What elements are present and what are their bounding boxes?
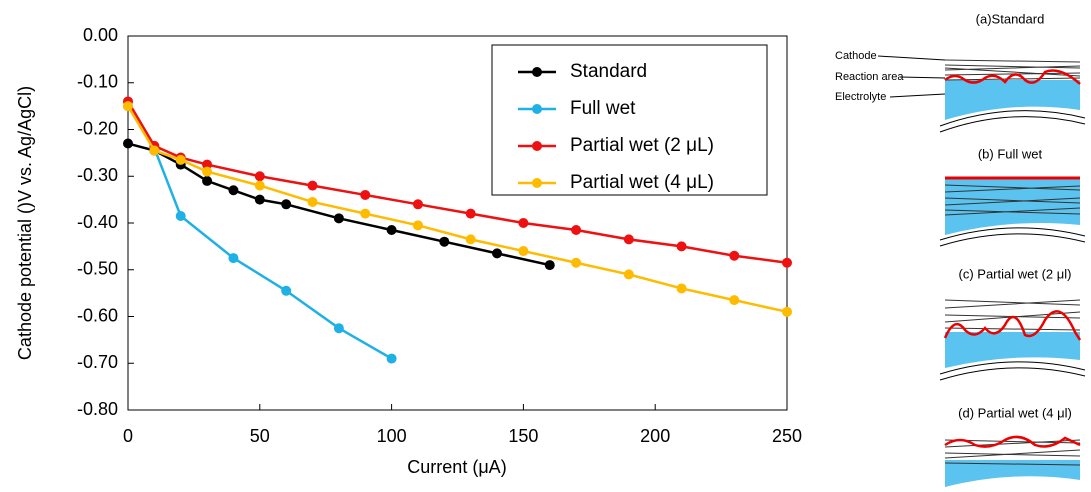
panel-title: (a)Standard (976, 11, 1045, 26)
y-tick-label: -0.20 (77, 118, 118, 138)
data-point (571, 257, 582, 268)
y-tick-label: -0.30 (77, 165, 118, 185)
data-point (333, 323, 344, 334)
y-tick-label: -0.10 (77, 72, 118, 92)
y-tick-label: -0.80 (77, 399, 118, 419)
panel-title: (d) Partial wet (4 μl) (958, 405, 1072, 420)
data-point (228, 253, 239, 264)
x-tick-label: 0 (123, 426, 133, 446)
data-point (202, 159, 213, 170)
series-line (126, 105, 393, 360)
data-point (123, 138, 133, 149)
data-point (729, 295, 740, 306)
panel-title: (c) Partial wet (2 μl) (959, 266, 1072, 281)
data-point (281, 285, 292, 296)
y-tick-label: -0.60 (77, 305, 118, 325)
x-tick-label: 150 (508, 426, 538, 446)
x-tick-label: 50 (250, 426, 270, 446)
diagrams: (a)Standard (b) Full wet (c) Partial wet… (835, 11, 1086, 487)
data-point (439, 236, 450, 247)
data-point (729, 250, 740, 261)
data-point (202, 166, 213, 177)
series-line (127, 142, 551, 267)
data-point (623, 269, 634, 280)
legend-label: Full wet (570, 98, 636, 119)
legend-marker (532, 67, 542, 77)
data-point (360, 208, 371, 219)
data-point (544, 260, 555, 271)
data-point (465, 234, 476, 245)
y-tick-label: -0.40 (77, 212, 118, 232)
x-axis-label: Current (μA) (407, 457, 506, 477)
data-point (360, 189, 371, 200)
data-point (307, 180, 318, 191)
panel-title: (b) Full wet (978, 146, 1043, 161)
x-tick-label: 200 (640, 426, 670, 446)
x-tick-label: 100 (377, 426, 407, 446)
data-point (307, 196, 318, 207)
data-point (412, 199, 423, 210)
data-point (782, 257, 792, 268)
legend-marker (532, 104, 542, 114)
legend-label: Standard (570, 61, 647, 82)
y-tick-label: -0.50 (77, 259, 118, 279)
data-point (123, 101, 133, 112)
legend-marker (532, 141, 542, 151)
data-point (202, 175, 213, 186)
legend-marker (532, 178, 542, 188)
data-point (782, 306, 792, 317)
legend-label: Partial wet (2 μL) (570, 135, 714, 156)
data-point (571, 225, 582, 236)
diagram-label: Electrolyte (835, 91, 886, 103)
data-point (465, 208, 476, 219)
data-point (386, 225, 397, 236)
data-point (386, 353, 397, 364)
data-point (254, 180, 265, 191)
data-point (676, 241, 687, 252)
legend-label: Partial wet (4 μL) (570, 172, 714, 193)
y-tick-label: 0.00 (83, 25, 118, 45)
data-point (175, 210, 186, 221)
data-point (518, 218, 529, 228)
x-tick-label: 250 (772, 426, 802, 446)
data-point (254, 171, 265, 182)
data-point (228, 185, 239, 196)
data-point (149, 145, 160, 156)
data-point (676, 283, 687, 294)
data-point (623, 234, 634, 245)
data-point (412, 220, 423, 231)
diagram-label: Cathode (835, 50, 877, 62)
data-point (281, 199, 292, 210)
data-point (175, 154, 186, 165)
data-point (492, 248, 503, 259)
y-tick-label: -0.70 (77, 352, 118, 372)
data-point (518, 246, 529, 257)
diagram-label: Reaction area (835, 71, 904, 83)
data-point (333, 213, 344, 224)
y-axis-label: Cathode potential ()V vs. Ag/AgCl) (15, 86, 35, 360)
data-point (254, 194, 265, 205)
